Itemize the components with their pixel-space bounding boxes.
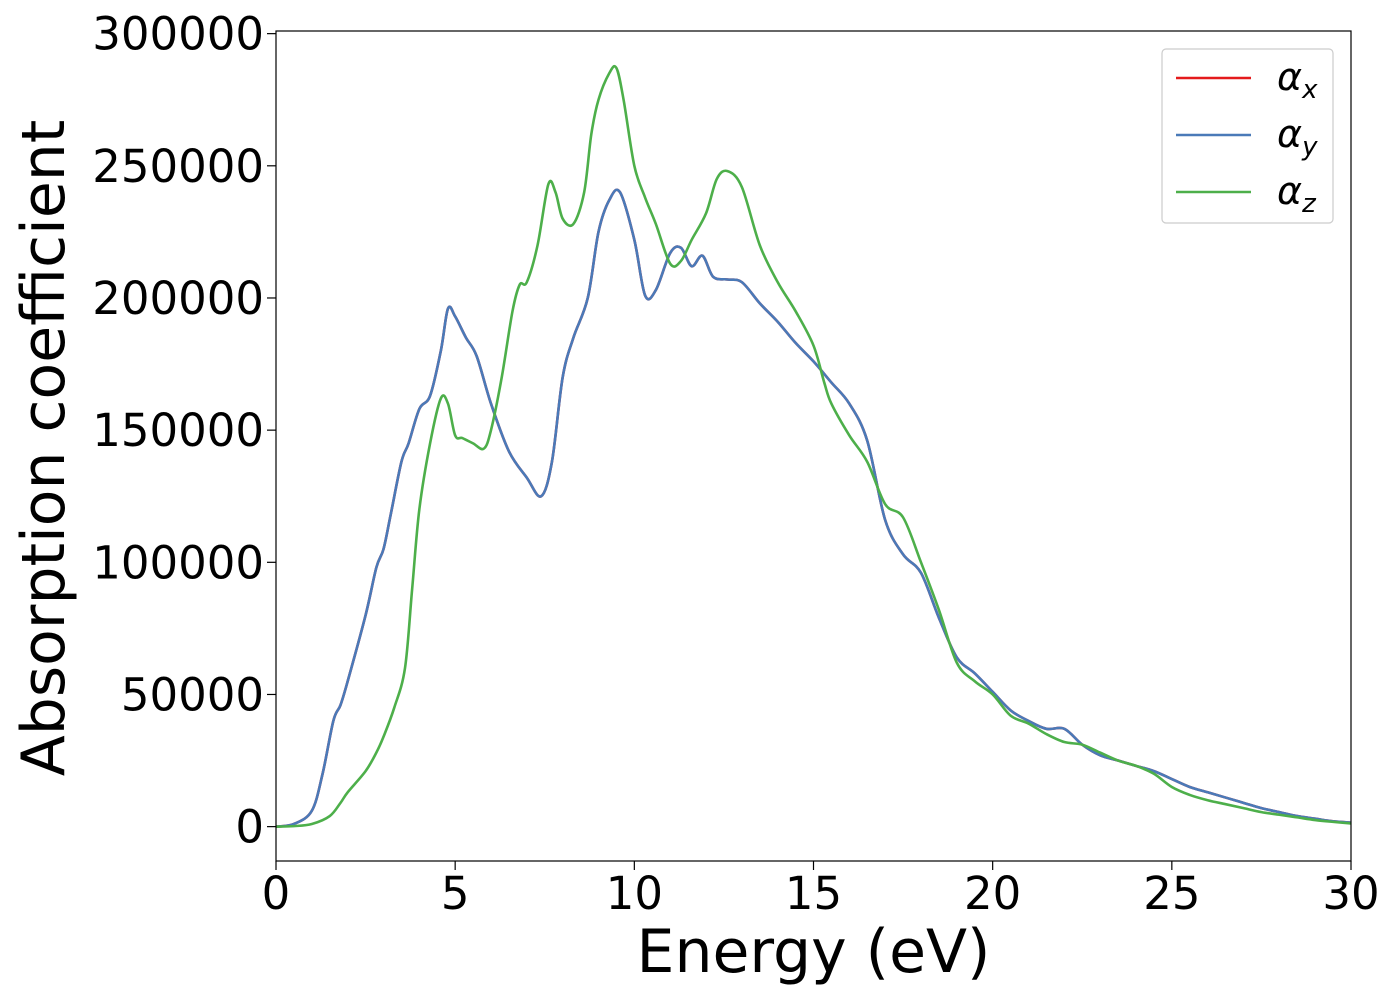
x-tick-label: 0	[262, 867, 291, 920]
y-tick-label: 300000	[92, 8, 264, 61]
series-layer	[276, 64, 1351, 828]
y-tick-label: 200000	[92, 272, 264, 325]
x-tick-label: 20	[964, 867, 1021, 920]
y-tick-label: 150000	[92, 404, 264, 457]
legend-label: αz	[1277, 169, 1317, 219]
legend-label: αx	[1277, 55, 1318, 105]
y-tick-label: 0	[235, 801, 264, 854]
x-tick-label: 15	[785, 867, 842, 920]
y-tick-label: 100000	[92, 536, 264, 589]
series-line-y	[276, 188, 1351, 828]
legend-label: αy	[1277, 112, 1318, 162]
y-tick-label: 250000	[92, 140, 264, 193]
legend-item-z: αz	[1176, 169, 1317, 219]
legend: αx αy αz	[1161, 48, 1334, 224]
x-ticks: 0 5 10 15 20 25 30	[262, 861, 1380, 920]
y-axis-title: Absorption coefficient	[9, 120, 79, 777]
x-tick-label: 30	[1322, 867, 1379, 920]
legend-item-x: αx	[1176, 55, 1318, 105]
x-tick-label: 10	[606, 867, 663, 920]
y-ticks: 0 50000 100000 150000 200000 250000 300000	[92, 8, 276, 854]
x-tick-label: 25	[1143, 867, 1200, 920]
y-tick-label: 50000	[121, 668, 264, 721]
x-axis-title: Energy (eV)	[637, 917, 991, 987]
series-line-x	[276, 188, 1351, 828]
legend-item-y: αy	[1176, 112, 1318, 162]
x-tick-label: 5	[441, 867, 470, 920]
legend-items: αx αy αz	[1176, 55, 1318, 219]
series-line-z	[276, 64, 1351, 828]
